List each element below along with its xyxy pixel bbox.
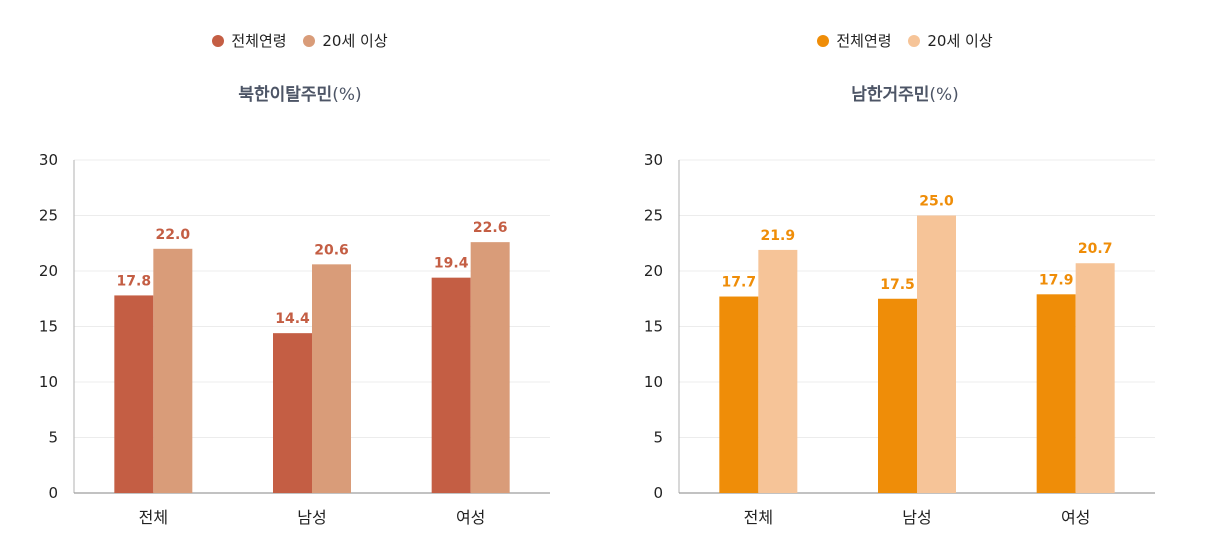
bar[interactable] [917, 215, 956, 494]
bar[interactable] [153, 248, 193, 493]
y-tick-label: 0 [48, 484, 58, 502]
legend-swatch-20-plus [908, 34, 921, 47]
data-label: 17.9 [1039, 272, 1074, 288]
legend-item-all-ages[interactable]: 전체연령 [212, 30, 287, 51]
y-tick-label: 20 [644, 262, 663, 280]
x-tick-label: 여성 [1061, 508, 1090, 527]
bar-chart-svg: 0 5 10 15 20 25 30 17.8 22.0 전체 14.4 20.6 남성 19.4 22.6… [39, 151, 550, 527]
data-label: 25.0 [919, 194, 954, 210]
y-tick-label: 10 [39, 373, 58, 391]
data-label: 20.7 [1078, 241, 1113, 257]
legend-label-20-plus: 20세 이상 [927, 32, 993, 50]
legend-item-20-plus[interactable]: 20세 이상 [908, 30, 993, 51]
legend-item-all-ages[interactable]: 전체연령 [817, 30, 892, 51]
y-tick-label: 15 [644, 318, 663, 336]
legend-label-all-ages: 전체연령 [836, 32, 892, 50]
y-tick-label: 25 [39, 207, 58, 225]
y-tick-label: 20 [39, 262, 58, 280]
bar[interactable] [758, 249, 798, 493]
legend-swatch-20-plus [303, 34, 316, 47]
bar[interactable] [1075, 263, 1115, 493]
x-tick-label: 남성 [902, 508, 931, 527]
bar[interactable] [470, 242, 510, 493]
y-tick-label: 5 [653, 429, 663, 447]
bar[interactable] [312, 264, 351, 493]
data-label: 20.6 [314, 242, 349, 258]
x-tick-label: 전체 [139, 508, 168, 527]
y-tick-label: 5 [48, 429, 58, 447]
chart-title-text: 남한거주민 [851, 85, 930, 105]
data-label: 19.4 [434, 256, 469, 272]
legend-label-20-plus: 20세 이상 [322, 32, 388, 50]
chart-panel-south-residents: 전체연령 20세 이상 남한거주민(%) 0 5 10 15 20 25 30 17.7 21.… [605, 0, 1205, 550]
data-label: 22.6 [473, 220, 508, 236]
y-tick-label: 30 [644, 151, 663, 169]
x-tick-label: 남성 [297, 508, 326, 527]
y-tick-label: 15 [39, 318, 58, 336]
bar[interactable] [273, 333, 312, 493]
data-label: 17.7 [722, 275, 757, 291]
y-tick-label: 25 [644, 207, 663, 225]
bar[interactable] [1036, 294, 1076, 493]
data-label: 22.0 [156, 227, 191, 243]
bar-chart-svg: 0 5 10 15 20 25 30 17.7 21.9 전체 17.5 25.0 남성 17.920.7… [644, 151, 1155, 527]
chart-title: 북한이탈주민(%) [0, 80, 600, 105]
data-label: 14.4 [275, 311, 310, 327]
legend-swatch-all-ages [817, 34, 830, 47]
bar[interactable] [719, 296, 759, 493]
data-label: 17.8 [117, 273, 152, 289]
chart-title-unit: (%) [332, 85, 362, 105]
bar[interactable] [878, 298, 917, 493]
bar[interactable] [114, 295, 154, 493]
chart-legend: 전체연령 20세 이상 [605, 30, 1205, 51]
data-label: 17.5 [880, 277, 915, 293]
y-tick-label: 10 [644, 373, 663, 391]
y-tick-label: 0 [653, 484, 663, 502]
x-tick-label: 전체 [744, 508, 773, 527]
legend-item-20-plus[interactable]: 20세 이상 [303, 30, 388, 51]
legend-label-all-ages: 전체연령 [231, 32, 287, 50]
chart-title-unit: (%) [929, 85, 959, 105]
legend-swatch-all-ages [212, 34, 225, 47]
x-tick-label: 여성 [456, 508, 485, 527]
chart-title-text: 북한이탈주민 [238, 85, 333, 105]
data-label: 21.9 [761, 228, 796, 244]
chart-panel-north-defectors: 전체연령 20세 이상 북한이탈주민(%) 0 5 10 15 20 25 30 17.8 22… [0, 0, 600, 550]
chart-legend: 전체연령 20세 이상 [0, 30, 600, 51]
y-tick-label: 30 [39, 151, 58, 169]
chart-title: 남한거주민(%) [605, 80, 1205, 105]
bar[interactable] [431, 277, 471, 493]
